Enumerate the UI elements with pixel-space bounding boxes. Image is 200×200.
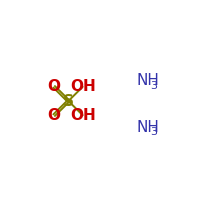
- Text: O: O: [48, 79, 61, 94]
- Text: OH: OH: [70, 108, 96, 123]
- Text: 3: 3: [150, 81, 157, 91]
- Text: 3: 3: [150, 127, 157, 137]
- Text: NH: NH: [137, 73, 159, 88]
- Text: NH: NH: [137, 120, 159, 135]
- Text: S: S: [63, 94, 74, 108]
- Text: OH: OH: [70, 79, 96, 94]
- Text: O: O: [48, 108, 61, 123]
